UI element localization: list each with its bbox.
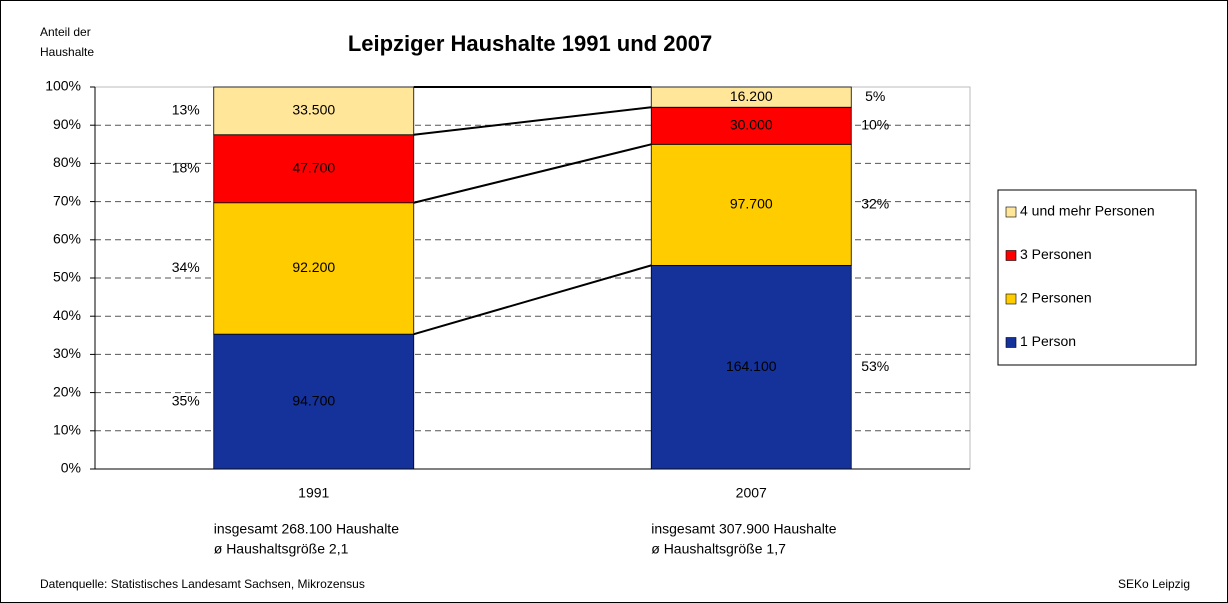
segment-count: 47.700 — [292, 159, 335, 175]
legend-box — [997, 189, 1197, 366]
y-tick-label: 80% — [53, 154, 81, 170]
y-tick-label: 10% — [53, 422, 81, 438]
connector — [413, 143, 652, 204]
annotation: ø Haushaltsgröße 1,7 — [651, 541, 786, 557]
connector — [413, 106, 652, 136]
bar-segment — [213, 86, 415, 136]
y-tick-label: 40% — [53, 307, 81, 323]
legend-swatch — [1005, 293, 1017, 305]
legend-swatch — [1005, 337, 1017, 348]
percent-label: 34% — [172, 259, 200, 275]
y-tick-label: 50% — [53, 269, 81, 285]
y-tick-label: 20% — [53, 383, 81, 399]
legend-label: 3 Personen — [1020, 246, 1092, 262]
legend-label: 1 Person — [1020, 333, 1076, 349]
y-tick-label: 90% — [53, 116, 81, 132]
chart-title: Leipziger Haushalte 1991 und 2007 — [348, 31, 712, 56]
bar-segment — [213, 202, 415, 335]
bar-segment — [650, 106, 852, 145]
segment-count: 30.000 — [730, 116, 773, 132]
percent-label: 18% — [172, 159, 200, 175]
x-tick-label: 1991 — [298, 485, 329, 501]
percent-label: 32% — [861, 196, 889, 212]
bar-segment — [650, 264, 852, 470]
x-tick-label: 2007 — [736, 485, 767, 501]
bar-segment — [650, 143, 852, 266]
legend-label: 4 und mehr Personen — [1020, 203, 1155, 219]
connector — [413, 264, 652, 336]
y-tick-label: 0% — [61, 460, 81, 476]
bar-segment — [213, 134, 415, 204]
annotation: ø Haushaltsgröße 2,1 — [214, 541, 349, 557]
segment-count: 164.100 — [726, 358, 777, 374]
segment-count: 92.200 — [292, 259, 335, 275]
percent-label: 35% — [172, 392, 200, 408]
y-tick-label: 60% — [53, 231, 81, 247]
y-axis-label: Anteil der — [40, 25, 91, 39]
segment-count: 16.200 — [730, 88, 773, 104]
bar-segment — [650, 86, 852, 108]
percent-label: 5% — [865, 88, 885, 104]
bar-segment — [213, 333, 415, 470]
annotation: insgesamt 268.100 Haushalte — [214, 521, 399, 537]
source: Datenquelle: Statistisches Landesamt Sac… — [40, 577, 365, 591]
annotation: insgesamt 307.900 Haushalte — [651, 521, 836, 537]
y-tick-label: 70% — [53, 192, 81, 208]
legend-swatch — [1005, 250, 1017, 261]
legend-swatch — [1005, 206, 1017, 218]
percent-label: 13% — [172, 102, 200, 118]
credit: SEKo Leipzig — [1118, 577, 1190, 591]
y-tick-label: 30% — [53, 345, 81, 361]
y-tick-label: 100% — [45, 78, 81, 94]
segment-count: 33.500 — [292, 102, 335, 118]
y-axis-label: Haushalte — [40, 45, 94, 59]
percent-label: 10% — [861, 116, 889, 132]
percent-label: 53% — [861, 358, 889, 374]
segment-count: 97.700 — [730, 196, 773, 212]
legend-label: 2 Personen — [1020, 290, 1092, 306]
segment-count: 94.700 — [292, 392, 335, 408]
